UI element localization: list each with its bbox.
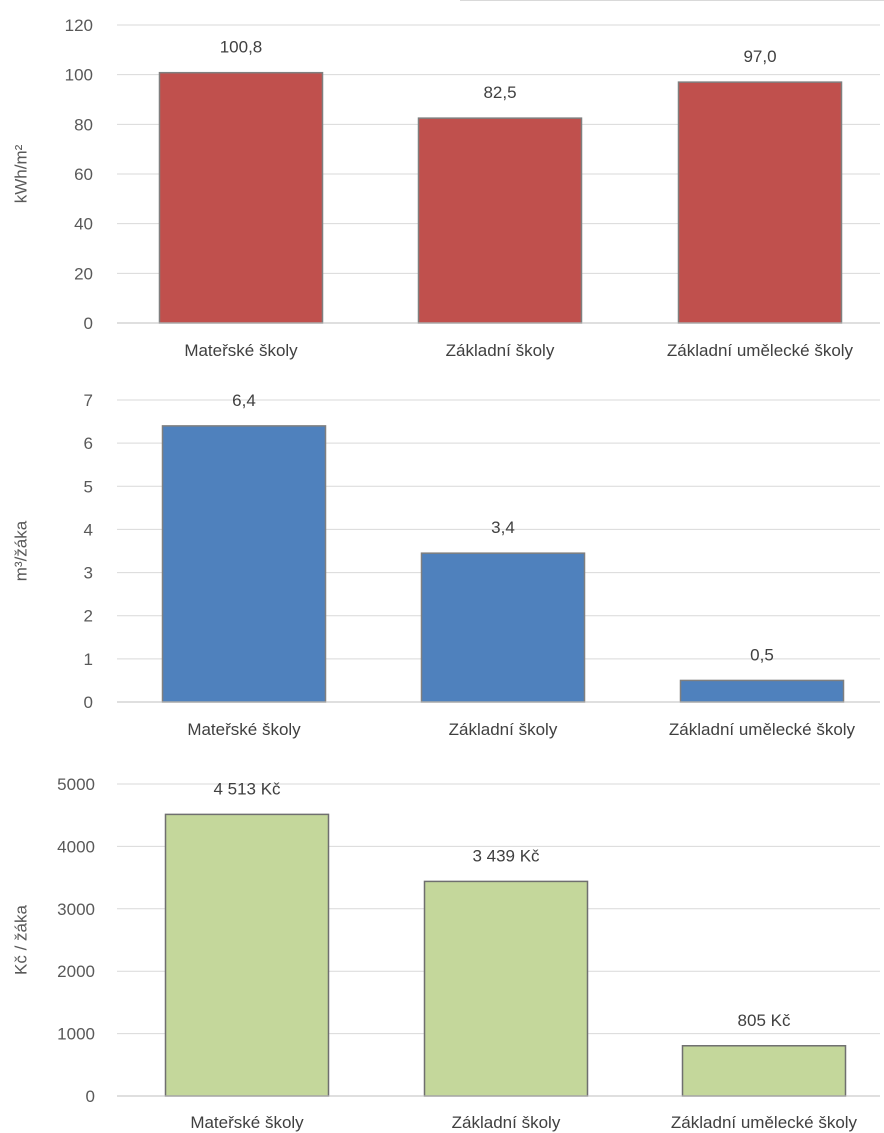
data-label: 97,0 [743, 47, 776, 66]
y-tick-label: 3000 [57, 900, 95, 919]
y-tick-label: 6 [84, 434, 93, 453]
bar [679, 679, 845, 703]
y-tick-label: 120 [65, 16, 93, 35]
x-category-label: Základní umělecké školy [669, 720, 856, 739]
bar [158, 71, 324, 324]
chart-2: 0 1 2 3 4 5 6 7 m³/žáka 6,4 Mateřské školy 3,4 Zákla… [11, 391, 880, 739]
x-category-label: Základní umělecké školy [667, 341, 854, 360]
x-category-label: Mateřské školy [184, 341, 298, 360]
x-category-label: Mateřské školy [190, 1113, 304, 1132]
chart-3: 0 1000 2000 3000 4000 5000 Kč / žáka 4 513 Kč Ma… [11, 775, 880, 1132]
data-label: 4 513 Kč [213, 779, 281, 798]
y-tick-label: 1 [84, 650, 93, 669]
data-label: 0,5 [750, 645, 774, 664]
bar [423, 880, 589, 1097]
bar [681, 1045, 847, 1097]
y-tick-label: 2 [84, 607, 93, 626]
y-tick-label: 3 [84, 564, 93, 583]
x-category-label: Základní školy [449, 720, 558, 739]
x-category-label: Základní umělecké školy [671, 1113, 858, 1132]
bar [161, 425, 327, 703]
y-tick-label: 0 [86, 1087, 95, 1106]
data-label: 805 Kč [738, 1011, 791, 1030]
y-tick-label: 7 [84, 391, 93, 410]
y-tick-label: 4 [84, 520, 93, 539]
chart-1: 0 20 40 60 80 100 120 kWh/m² 100,8 Mateřské školy… [11, 16, 880, 360]
bar [420, 552, 586, 703]
data-label: 82,5 [483, 83, 516, 102]
y-tick-label: 1000 [57, 1025, 95, 1044]
data-label: 3,4 [491, 518, 515, 537]
y-tick-label: 20 [74, 264, 93, 283]
y-axis-title: Kč / žáka [11, 904, 30, 974]
y-tick-label: 4000 [57, 837, 95, 856]
y-tick-label: 5000 [57, 775, 95, 794]
y-tick-label: 0 [84, 693, 93, 712]
top-border-line [460, 0, 884, 1]
y-tick-label: 40 [74, 215, 93, 234]
y-tick-label: 0 [84, 314, 93, 333]
x-category-label: Základní školy [452, 1113, 561, 1132]
y-tick-label: 2000 [57, 962, 95, 981]
y-tick-label: 60 [74, 165, 93, 184]
bar [417, 117, 583, 324]
data-label: 3 439 Kč [472, 846, 540, 865]
data-label: 100,8 [220, 38, 263, 57]
y-tick-label: 5 [84, 477, 93, 496]
x-category-label: Mateřské školy [187, 720, 301, 739]
y-tick-label: 100 [65, 66, 93, 85]
y-axis-title: m³/žáka [11, 520, 30, 581]
x-category-label: Základní školy [446, 341, 555, 360]
data-label: 6,4 [232, 391, 256, 410]
bar [677, 81, 843, 324]
bar [164, 813, 330, 1097]
y-tick-label: 80 [74, 115, 93, 134]
y-axis-title: kWh/m² [11, 144, 30, 203]
